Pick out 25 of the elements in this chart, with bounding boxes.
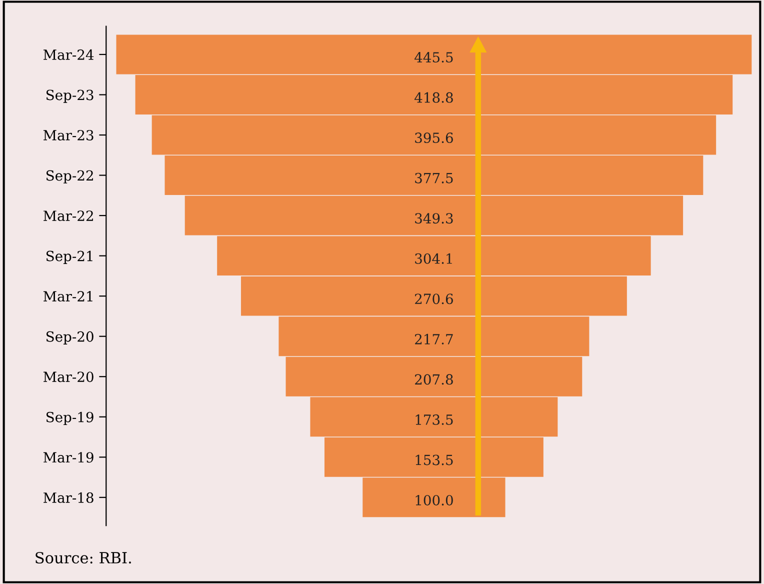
category-label: Sep-22 bbox=[46, 170, 93, 184]
category-label: Mar-24 bbox=[44, 49, 94, 60]
data-label: 395.6 bbox=[415, 132, 453, 144]
data-label: 377.5 bbox=[415, 172, 453, 184]
category-label: Mar-18 bbox=[44, 492, 94, 503]
data-label: 270.6 bbox=[415, 294, 453, 304]
category-label: Sep-20 bbox=[46, 331, 94, 345]
category-label: Mar-23 bbox=[44, 130, 94, 140]
category-label: Sep-23 bbox=[46, 90, 94, 103]
category-label: Mar-21 bbox=[44, 291, 92, 302]
data-label: 100.0 bbox=[416, 494, 453, 506]
source-note: Source: RBI. bbox=[36, 552, 131, 564]
category-label: Mar-22 bbox=[44, 210, 93, 222]
data-label: 207.8 bbox=[415, 374, 453, 385]
data-label: 173.5 bbox=[416, 414, 453, 425]
data-label: 153.5 bbox=[416, 454, 453, 466]
data-label: 304.1 bbox=[415, 253, 452, 264]
category-label: Mar-19 bbox=[44, 452, 94, 463]
data-label: 217.7 bbox=[415, 334, 453, 344]
category-label: Mar-20 bbox=[44, 372, 94, 382]
data-label: 349.3 bbox=[415, 213, 453, 224]
data-label: 445.5 bbox=[414, 52, 453, 63]
data-label: 418.8 bbox=[414, 92, 453, 103]
category-label: Sep-21 bbox=[46, 250, 92, 264]
category-label: Sep-19 bbox=[46, 412, 94, 426]
